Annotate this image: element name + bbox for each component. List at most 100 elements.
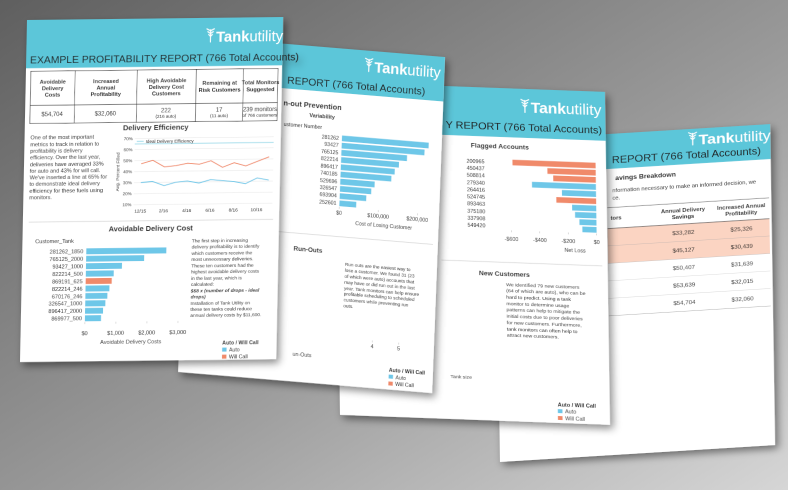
table-cell: $25,326 <box>730 227 752 234</box>
category-label: 450437 <box>467 166 485 172</box>
bar <box>86 247 167 255</box>
bar <box>340 157 400 168</box>
logo: Tankutility <box>374 60 442 82</box>
category-label: 326547_1000 <box>49 301 83 307</box>
row-fill <box>608 253 771 281</box>
category-label: 822214_500 <box>52 272 83 278</box>
table-rule <box>30 102 278 106</box>
y-tick-label: 60% <box>124 147 133 152</box>
paragraph: efficiency. Over the last year, <box>30 155 101 162</box>
bar <box>84 307 104 314</box>
category-label: 281262_1850 <box>50 249 84 255</box>
category-label: 375180 <box>467 209 485 215</box>
legend-swatch <box>388 374 394 379</box>
category-label: 93427 <box>324 142 339 149</box>
grid-line <box>134 136 274 139</box>
bar <box>341 142 425 156</box>
table-cell: $32,060 <box>95 111 117 117</box>
table-cell: (11 auto) <box>210 113 228 118</box>
table-frame <box>29 68 279 124</box>
paragraph: We identified 79 new customers <box>506 282 580 291</box>
x-tick-label: $200,000 <box>406 216 428 224</box>
row-fill <box>608 288 771 316</box>
logo-light: utility <box>249 28 284 46</box>
category-label: 869191_625 <box>52 279 83 285</box>
category-label: 693904 <box>319 192 337 199</box>
x-tick-label: 5 <box>397 346 400 352</box>
logo: Tankutility <box>531 100 602 119</box>
logo-bold: Tank <box>699 130 736 148</box>
bar <box>512 159 596 169</box>
table-cell: $54,704 <box>41 112 63 118</box>
table-rule <box>135 70 138 123</box>
table-cell: $54,704 <box>673 300 696 307</box>
table-cell: $31,639 <box>731 261 753 268</box>
legend-swatch <box>557 415 563 421</box>
paragraph: for new customers. Furthermore, <box>507 320 582 329</box>
table-cell: 17 <box>216 107 223 113</box>
x-tick-label: $3,000 <box>169 330 186 336</box>
paragraph: annual delivery costs by $11,600. <box>190 312 261 319</box>
report-page: Tankutility EXAMPLE PROFITABILITY REPORT … <box>19 17 299 363</box>
table-cell: (216 auto) <box>155 114 176 119</box>
paragraph: to demonstrate ideal delivery <box>29 181 100 188</box>
category-label: 765125_2000 <box>49 257 83 263</box>
legend-title: Auto / Will Call <box>558 402 597 409</box>
logo-leaf <box>207 31 212 35</box>
paragraph: of which were auto) accounts that <box>344 274 415 286</box>
bar <box>85 285 110 292</box>
table-cell: $33,282 <box>672 230 694 237</box>
table-cell: $53,639 <box>673 282 695 289</box>
category-label: 896417_2000 <box>48 309 82 315</box>
row-fill <box>607 218 770 247</box>
x-tick-label: 12/15 <box>134 209 146 215</box>
logo-leaf <box>524 101 529 105</box>
legend-label: Will Call <box>565 416 585 423</box>
paragraph: highest avoidable delivery costs <box>191 269 260 276</box>
bar <box>561 190 597 198</box>
category-label: 279340 <box>467 180 485 186</box>
section-heading: Avoidable Delivery Cost <box>109 223 194 233</box>
paragraph: profitable scheduling to scheduled <box>344 291 415 303</box>
y-tick-label: 20% <box>123 191 132 196</box>
ideal-line <box>134 141 274 145</box>
table-cell: 239 monitors <box>243 107 277 113</box>
logo-leaf <box>364 57 370 61</box>
paragraph: most unnecessary deliveries. <box>191 256 253 263</box>
y-tick-label: 40% <box>123 169 132 174</box>
logo-leaf <box>692 134 697 138</box>
y-tick-label: 10% <box>122 202 131 207</box>
paragraph: hard to predict. Using a tank <box>506 295 571 303</box>
table-rule <box>194 69 197 122</box>
logo-leaf <box>210 28 215 32</box>
y-tick-label: 50% <box>123 158 132 163</box>
x-tick-label: $1,000 <box>107 331 124 337</box>
paragraph: for auto and 43% for will call. <box>30 168 101 175</box>
paragraph: lose a customer. We found 31 (23 <box>345 268 416 280</box>
grid-line <box>134 147 274 150</box>
x-tick-label: 8/16 <box>229 208 239 214</box>
separator <box>28 218 274 223</box>
legend-swatch <box>557 409 563 414</box>
legend-label: Auto <box>229 347 240 353</box>
paragraph: tank monitors can often help to <box>507 327 578 335</box>
paragraph: We've inserted a line at 65% for <box>30 175 108 182</box>
table-header: Annual Delivery <box>661 207 706 215</box>
y-tick-label: 30% <box>123 180 132 185</box>
x-tick-label: -$200 <box>561 239 575 245</box>
table-cell: $30,439 <box>731 244 753 251</box>
grid-line <box>133 202 273 206</box>
logo-bold: Tank <box>374 60 408 79</box>
table-rule <box>607 197 770 209</box>
axis-title: Customer_Tank <box>35 239 74 246</box>
logo-leaf <box>520 98 526 102</box>
paragraph: Installation of Tank Utility on <box>191 300 251 307</box>
table-header: Profitability <box>91 92 122 98</box>
bar <box>575 211 597 219</box>
legend-label: Will Call <box>395 382 414 390</box>
table-cell: $32,015 <box>731 279 753 286</box>
table-header: Remaining at <box>202 81 237 87</box>
paragraph: attract new customers. <box>507 333 559 341</box>
table-header: Increased <box>93 79 119 85</box>
table-cell: $50,407 <box>673 265 695 272</box>
